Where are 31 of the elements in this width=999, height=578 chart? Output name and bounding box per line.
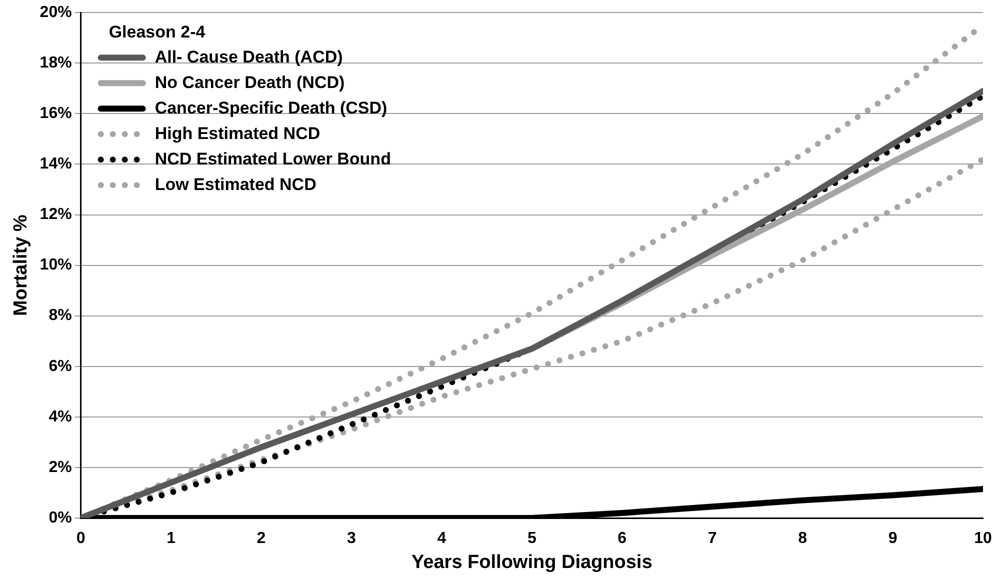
- x-tick-label: 3: [347, 530, 356, 548]
- x-tick-label: 6: [618, 530, 627, 548]
- y-tick-label: 4%: [48, 408, 72, 426]
- x-tick-label: 4: [437, 530, 446, 548]
- y-tick-label: 6%: [48, 358, 72, 375]
- y-tick-label: 2%: [48, 458, 72, 476]
- y-tick-label: 8%: [48, 307, 72, 324]
- y-tick-label: 16%: [40, 105, 72, 122]
- y-tick-label: 18%: [40, 54, 72, 72]
- x-axis-title: Years Following Diagnosis: [412, 552, 652, 573]
- legend-label: NCD Estimated Lower Bound: [154, 149, 391, 168]
- y-tick-label: 12%: [40, 206, 72, 224]
- legend-label: Cancer-Specific Death (CSD): [154, 98, 388, 118]
- y-tick-label: 14%: [40, 156, 72, 173]
- x-tick-label: 5: [527, 530, 536, 548]
- x-tick-label: 7: [708, 530, 717, 548]
- y-tick-label: 0%: [48, 509, 72, 526]
- legend-label: High Estimated NCD: [154, 124, 320, 143]
- x-tick-label: 1: [166, 530, 176, 548]
- legend-label: Low Estimated NCD: [154, 174, 316, 194]
- x-tick-label: 2: [256, 530, 266, 548]
- x-tick-label: 10: [974, 530, 992, 548]
- y-tick-label: 10%: [40, 256, 72, 274]
- legend-label: All- Cause Death (ACD): [154, 47, 343, 66]
- x-tick-label: 0: [76, 530, 86, 548]
- x-tick-label: 8: [798, 530, 808, 548]
- legend-title: Gleason 2-4: [108, 22, 206, 42]
- y-tick-label: 20%: [40, 4, 72, 22]
- legend-label: No Cancer Death (NCD): [154, 72, 345, 92]
- y-axis-title: Mortality %: [10, 214, 32, 316]
- x-tick-label: 9: [888, 530, 898, 548]
